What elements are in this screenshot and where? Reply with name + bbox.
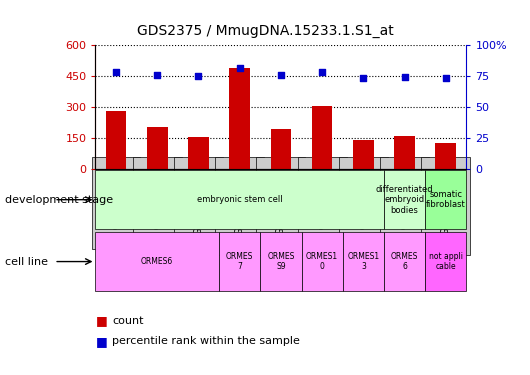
Point [441,75,450,81]
Bar [353,140,374,169]
Point [277,72,285,78]
Text: GDS2375 / MmugDNA.15233.1.S1_at: GDS2375 / MmugDNA.15233.1.S1_at [137,24,393,38]
FancyBboxPatch shape [302,232,343,291]
Text: count: count [112,316,144,326]
Text: ORMES
7: ORMES 7 [226,252,253,271]
FancyBboxPatch shape [95,170,384,230]
Text: ORMES1
0: ORMES1 0 [306,252,338,271]
Point [235,64,244,70]
FancyBboxPatch shape [425,232,466,291]
Point [400,74,409,80]
Text: differentiated
embryoid
bodies: differentiated embryoid bodies [376,185,434,214]
Text: ■: ■ [95,314,107,327]
Text: ORMES1
3: ORMES1 3 [347,252,379,271]
Text: ORMES6: ORMES6 [141,257,173,266]
Text: cell line: cell line [5,256,48,267]
Bar [394,136,415,169]
Point [359,75,368,81]
Point [112,69,120,75]
Point [153,72,162,78]
FancyBboxPatch shape [425,170,466,230]
Text: embryonic stem cell: embryonic stem cell [197,195,282,204]
FancyBboxPatch shape [260,232,302,291]
Text: ORMES
S9: ORMES S9 [267,252,295,271]
Text: percentile rank within the sample: percentile rank within the sample [112,336,300,346]
FancyBboxPatch shape [95,232,219,291]
Bar [312,106,332,169]
Bar [105,111,126,169]
Text: not appli
cable: not appli cable [429,252,463,271]
Bar [188,137,209,169]
Point [318,69,326,75]
FancyBboxPatch shape [384,170,425,230]
Bar [147,128,167,169]
FancyBboxPatch shape [343,232,384,291]
Point [194,73,202,79]
Text: ORMES
6: ORMES 6 [391,252,418,271]
Bar [271,129,291,169]
Text: ■: ■ [95,335,107,348]
Bar [436,143,456,169]
FancyBboxPatch shape [219,232,260,291]
Text: somatic
fibroblast: somatic fibroblast [426,190,466,209]
Text: development stage: development stage [5,195,113,205]
Bar [229,68,250,169]
FancyBboxPatch shape [384,232,425,291]
